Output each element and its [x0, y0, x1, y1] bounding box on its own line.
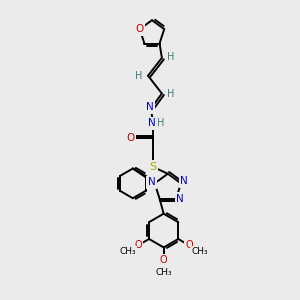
Text: H: H	[167, 52, 175, 62]
Text: O: O	[136, 24, 144, 34]
Text: N: N	[146, 102, 154, 112]
Text: H: H	[167, 88, 175, 98]
Text: N: N	[180, 176, 188, 186]
Text: H: H	[135, 71, 143, 81]
Text: N: N	[148, 118, 156, 128]
Text: S: S	[149, 162, 157, 172]
Text: N: N	[176, 194, 184, 204]
Text: O: O	[126, 133, 134, 143]
Text: H: H	[157, 118, 165, 128]
Text: N: N	[148, 177, 155, 188]
Text: CH₃: CH₃	[155, 268, 172, 277]
Text: O: O	[186, 240, 193, 250]
Text: O: O	[160, 255, 167, 265]
Text: CH₃: CH₃	[191, 247, 208, 256]
Text: O: O	[134, 240, 142, 250]
Text: CH₃: CH₃	[119, 247, 136, 256]
